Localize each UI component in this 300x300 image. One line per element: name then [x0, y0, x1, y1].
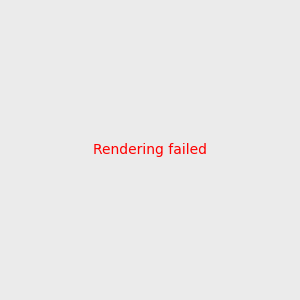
Text: Rendering failed: Rendering failed — [93, 143, 207, 157]
